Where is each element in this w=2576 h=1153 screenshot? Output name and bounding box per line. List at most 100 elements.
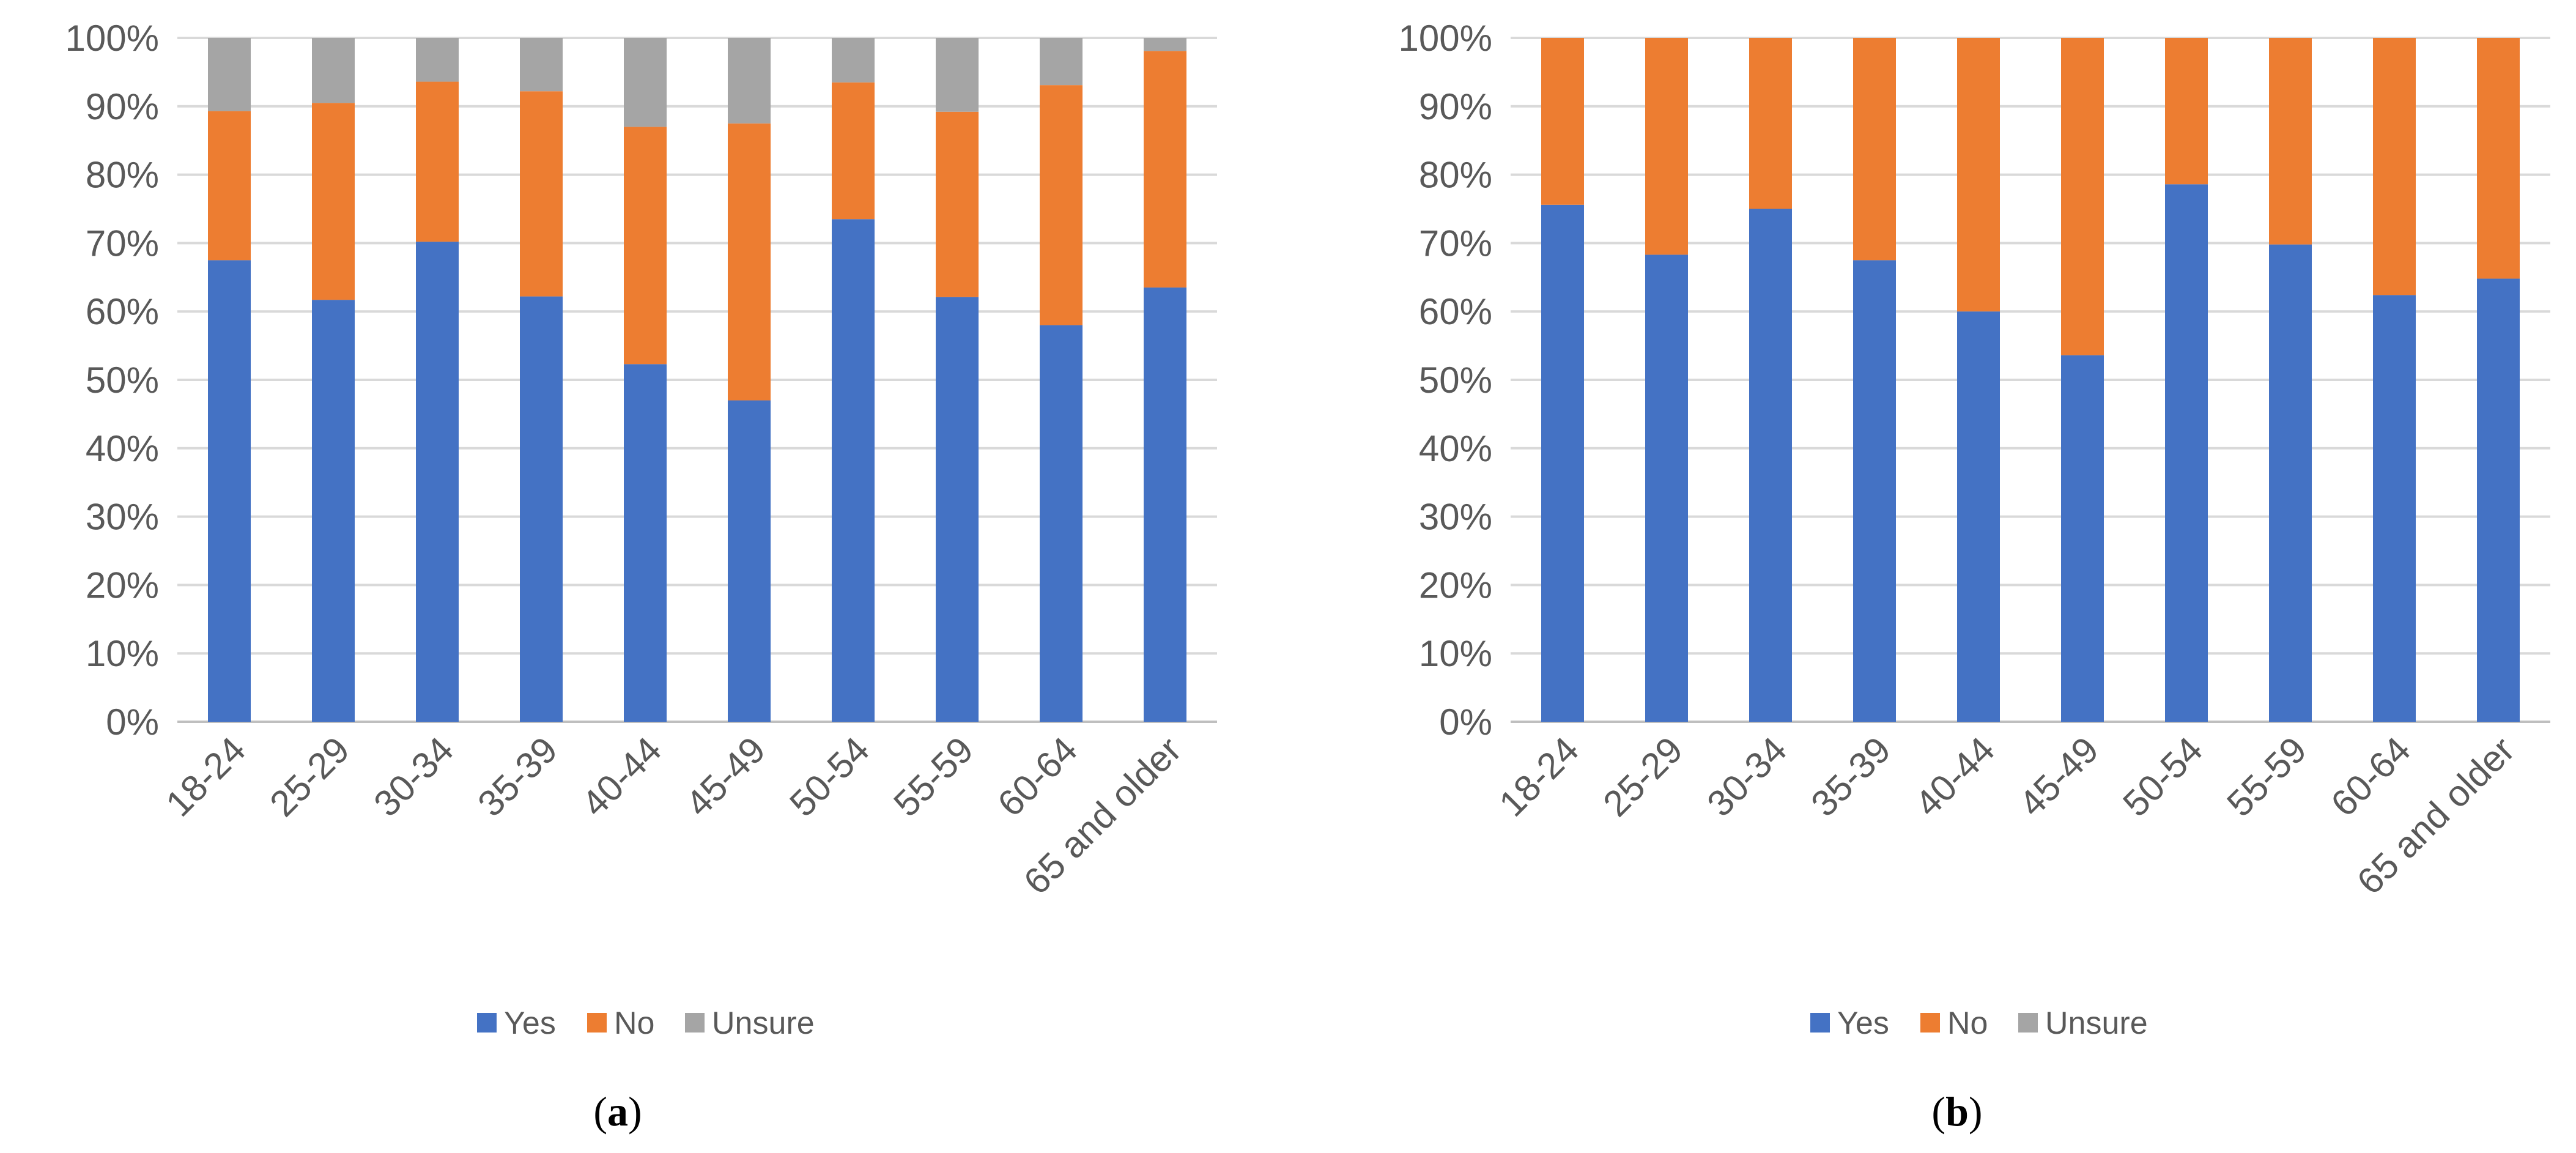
y-tick-label: 70% bbox=[86, 223, 159, 264]
bar-yes-55-59 bbox=[936, 297, 979, 722]
x-tick-label: 55-59 bbox=[886, 729, 981, 825]
y-tick-label: 40% bbox=[1419, 428, 1492, 469]
legend-swatch-no bbox=[587, 1013, 607, 1033]
bar-yes-60-64 bbox=[1040, 325, 1083, 722]
panel-label: (b) bbox=[1931, 1088, 1982, 1135]
bar-unsure-40-44 bbox=[624, 38, 667, 127]
bar-yes-40-44 bbox=[624, 364, 667, 722]
bar-no-18-24 bbox=[208, 111, 251, 261]
bar-unsure-50-54 bbox=[832, 38, 875, 83]
bar-unsure-30-34 bbox=[416, 38, 459, 82]
legend-label-yes: Yes bbox=[1837, 1006, 1889, 1041]
legend-swatch-yes bbox=[477, 1013, 497, 1033]
bar-yes-18-24 bbox=[208, 260, 251, 722]
bar-unsure-35-39 bbox=[520, 38, 563, 92]
bar-no-25-29 bbox=[312, 103, 355, 300]
bar-no-65-and-older bbox=[2477, 38, 2520, 279]
y-tick-label: 0% bbox=[106, 702, 159, 743]
y-tick-label: 90% bbox=[1419, 86, 1492, 127]
bar-yes-30-34 bbox=[416, 242, 459, 722]
legend-swatch-unsure bbox=[685, 1013, 705, 1033]
bar-no-18-24 bbox=[1541, 38, 1584, 205]
x-tick-label: 18-24 bbox=[158, 729, 253, 825]
y-tick-label: 100% bbox=[65, 18, 159, 59]
legend-label-unsure: Unsure bbox=[712, 1006, 815, 1041]
x-tick-label: 45-49 bbox=[2011, 729, 2106, 825]
bar-yes-45-49 bbox=[728, 400, 771, 722]
bar-yes-50-54 bbox=[2165, 184, 2208, 722]
x-tick-label: 35-39 bbox=[470, 729, 565, 825]
panel-label: (a) bbox=[593, 1088, 642, 1135]
bar-unsure-55-59 bbox=[936, 38, 979, 112]
bar-yes-65-and-older bbox=[2477, 278, 2520, 722]
x-tick-label: 50-54 bbox=[782, 729, 877, 825]
y-tick-label: 40% bbox=[86, 428, 159, 469]
x-tick-label: 25-29 bbox=[1595, 729, 1690, 825]
x-tick-label: 40-44 bbox=[574, 729, 669, 825]
bar-no-30-34 bbox=[1749, 38, 1792, 209]
x-tick-label: 45-49 bbox=[678, 729, 773, 825]
bar-yes-35-39 bbox=[520, 296, 563, 722]
bar-no-65-and-older bbox=[1144, 51, 1186, 288]
panel-a-chart: 0% 10% 20% 30% 40% 50% 60% 70% 80% 90% 100% 18-24 25… bbox=[65, 18, 1217, 1135]
bar-yes-25-29 bbox=[312, 300, 355, 722]
y-tick-label: 60% bbox=[1419, 291, 1492, 332]
bar-no-50-54 bbox=[832, 82, 875, 220]
legend-swatch-no bbox=[1920, 1013, 1940, 1033]
bar-yes-45-49 bbox=[2061, 355, 2104, 722]
bar-yes-50-54 bbox=[832, 219, 875, 722]
x-tick-label: 25-29 bbox=[262, 729, 357, 825]
bar-yes-60-64 bbox=[2373, 295, 2416, 722]
bar-no-50-54 bbox=[2165, 38, 2208, 185]
bar-no-60-64 bbox=[2373, 38, 2416, 295]
y-tick-label: 70% bbox=[1419, 223, 1492, 264]
bar-no-40-44 bbox=[624, 127, 667, 365]
bar-no-35-39 bbox=[520, 91, 563, 297]
bar-no-60-64 bbox=[1040, 85, 1083, 325]
bar-yes-40-44 bbox=[1957, 311, 2000, 722]
y-tick-label: 80% bbox=[1419, 155, 1492, 196]
x-tick-label: 60-64 bbox=[990, 729, 1085, 825]
x-tick-label: 60-64 bbox=[2323, 729, 2418, 825]
bar-yes-65-and-older bbox=[1144, 287, 1186, 722]
y-tick-label: 20% bbox=[1419, 565, 1492, 606]
bar-yes-35-39 bbox=[1853, 260, 1896, 722]
y-tick-label: 10% bbox=[1419, 633, 1492, 674]
legend-label-no: No bbox=[1947, 1006, 1988, 1041]
bar-no-25-29 bbox=[1645, 38, 1688, 255]
panel-b-chart: 0% 10% 20% 30% 40% 50% 60% 70% 80% 90% 100% 18-24 25… bbox=[1399, 18, 2550, 1135]
x-tick-label: 30-34 bbox=[366, 729, 461, 825]
bar-no-30-34 bbox=[416, 81, 459, 242]
bar-unsure-65-and-older bbox=[1144, 38, 1186, 51]
bar-no-45-49 bbox=[2061, 38, 2104, 355]
bar-unsure-60-64 bbox=[1040, 38, 1083, 86]
panel-letter: a bbox=[607, 1088, 628, 1135]
x-tick-label: 35-39 bbox=[1803, 729, 1898, 825]
y-tick-label: 90% bbox=[86, 86, 159, 127]
bar-no-55-59 bbox=[2269, 38, 2312, 245]
bar-unsure-18-24 bbox=[208, 38, 251, 111]
bar-yes-55-59 bbox=[2269, 244, 2312, 722]
y-tick-label: 100% bbox=[1399, 18, 1492, 59]
bar-yes-30-34 bbox=[1749, 209, 1792, 722]
bar-unsure-25-29 bbox=[312, 38, 355, 103]
y-tick-label: 50% bbox=[1419, 360, 1492, 401]
y-tick-label: 30% bbox=[86, 497, 159, 538]
x-tick-label: 55-59 bbox=[2219, 729, 2314, 825]
bar-yes-18-24 bbox=[1541, 204, 1584, 722]
legend-label-yes: Yes bbox=[504, 1006, 556, 1041]
legend-label-unsure: Unsure bbox=[2045, 1006, 2148, 1041]
y-tick-label: 20% bbox=[86, 565, 159, 606]
y-tick-label: 80% bbox=[86, 155, 159, 196]
x-tick-label: 50-54 bbox=[2115, 729, 2210, 825]
bar-yes-25-29 bbox=[1645, 254, 1688, 722]
x-tick-label: 18-24 bbox=[1491, 729, 1586, 825]
y-tick-label: 10% bbox=[86, 633, 159, 674]
bar-no-55-59 bbox=[936, 111, 979, 297]
panel-letter: b bbox=[1945, 1088, 1969, 1135]
bar-no-45-49 bbox=[728, 123, 771, 401]
legend-label-no: No bbox=[614, 1006, 654, 1041]
legend-swatch-yes bbox=[1810, 1013, 1830, 1033]
y-tick-label: 0% bbox=[1439, 702, 1492, 743]
